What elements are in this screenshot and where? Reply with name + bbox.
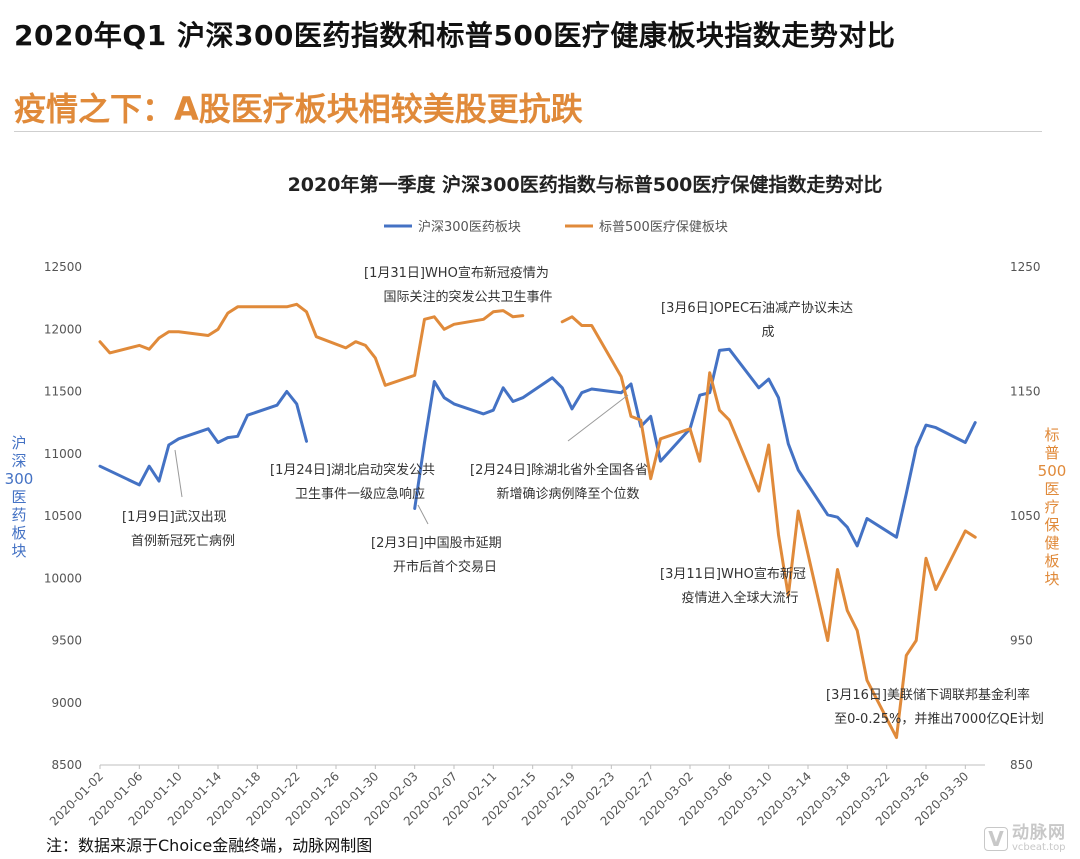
footnote: 注：数据来源于Choice金融终端，动脉网制图 bbox=[46, 836, 373, 855]
slide-title: 2020年Q1 沪深300医药指数和标普500医疗健康板块指数走势对比 bbox=[14, 19, 896, 52]
series-line-hs300-pharma bbox=[413, 347, 977, 548]
y-axis-right: 850 950 1050 1150 1250 标普 500 医疗保健板块 bbox=[1010, 260, 1066, 772]
y-left-tick-label: 10500 bbox=[44, 509, 82, 523]
x-axis: 2020-01-022020-01-062020-01-102020-01-14… bbox=[47, 764, 985, 828]
y-left-tick-label: 9000 bbox=[51, 696, 82, 710]
annotation-text: 首例新冠死亡病例 bbox=[131, 533, 235, 549]
title-divider bbox=[14, 131, 1042, 132]
annotation-text: 成 bbox=[761, 325, 774, 340]
annotation-text: [1月24日]湖北启动突发公共 bbox=[270, 462, 435, 478]
y-left-tick-label: 12500 bbox=[44, 260, 82, 274]
annotation-leader bbox=[174, 449, 183, 498]
y-left-tick-label: 11500 bbox=[44, 385, 82, 399]
annotation-text: 卫生事件一级应急响应 bbox=[295, 486, 425, 502]
chart-title: 2020年第一季度 沪深300医药指数与标普500医疗保健指数走势对比 bbox=[288, 173, 883, 196]
annotation-text: 新增确诊病例降至个位数 bbox=[496, 486, 639, 502]
y-right-tick-label: 850 bbox=[1010, 758, 1033, 772]
y-right-tick-label: 1150 bbox=[1010, 385, 1041, 399]
legend-label: 标普500医疗保健板块 bbox=[599, 220, 728, 235]
series-line-hs300-pharma bbox=[98, 390, 308, 487]
annotation-leader bbox=[567, 394, 629, 442]
y-left-tick-label: 8500 bbox=[51, 758, 82, 772]
annotation-text: [1月31日]WHO宣布新冠疫情为 bbox=[364, 265, 549, 281]
annotation-text: 国际关注的突发公共卫生事件 bbox=[383, 289, 552, 305]
y-left-tick-label: 11000 bbox=[44, 447, 82, 461]
watermark-name: 动脉网 bbox=[1012, 822, 1066, 843]
annotation-text: [3月11日]WHO宣布新冠 bbox=[660, 566, 806, 582]
y-left-tick-label: 12000 bbox=[44, 322, 82, 336]
annotation-text: 开市后首个交易日 bbox=[393, 559, 497, 575]
y-right-tick-label: 1250 bbox=[1010, 260, 1041, 274]
legend-label: 沪深300医药板块 bbox=[418, 219, 521, 235]
watermark-logo-icon: V bbox=[984, 826, 1008, 851]
y-left-axis-title: 沪深 300 医药板块 bbox=[5, 434, 34, 560]
y-left-tick-label: 9500 bbox=[51, 634, 82, 648]
y-axis-left: 8500 9000 9500 10000 10500 11000 11500 12000 125… bbox=[5, 260, 82, 772]
y-left-tick-label: 10000 bbox=[44, 571, 82, 585]
annotation-text: [2月24日]除湖北省外全国各省 bbox=[470, 462, 648, 478]
series-lines bbox=[98, 302, 977, 740]
annotation-text: [3月6日]OPEC石油减产协议未达 bbox=[661, 301, 853, 316]
annotation-leader bbox=[417, 504, 429, 525]
y-right-tick-label: 1050 bbox=[1010, 509, 1041, 523]
annotation-text: [1月9日]武汉出现 bbox=[122, 510, 227, 525]
annotation-text: [3月16日]美联储下调联邦基金利率 bbox=[826, 687, 1030, 703]
annotation-text: [2月3日]中国股市延期 bbox=[371, 535, 502, 551]
y-right-axis-title: 标普 500 医疗保健板块 bbox=[1038, 426, 1067, 588]
annotation-text: 疫情进入全球大流行 bbox=[681, 590, 798, 606]
series-line-sp500-healthcare bbox=[98, 302, 525, 387]
chart-legend: 沪深300医药板块 标普500医疗保健板块 bbox=[384, 219, 728, 235]
y-right-tick-label: 950 bbox=[1010, 634, 1033, 648]
series-line-sp500-healthcare bbox=[560, 315, 977, 740]
watermark-url: vcbeat.top bbox=[1012, 841, 1066, 853]
annotation-text: 至0-0.25%，并推出7000亿QE计划 bbox=[834, 712, 1044, 727]
watermark: V 动脉网 vcbeat.top bbox=[984, 822, 1066, 853]
slide-subtitle: 疫情之下：A股医疗板块相较美股更抗跌 bbox=[14, 90, 583, 128]
